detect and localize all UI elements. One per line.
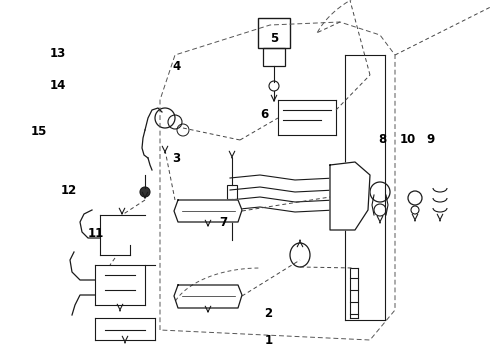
Text: 13: 13 bbox=[49, 47, 66, 60]
Bar bbox=[263, 48, 285, 66]
Text: 7: 7 bbox=[219, 216, 227, 229]
Circle shape bbox=[140, 187, 150, 197]
Text: 15: 15 bbox=[31, 125, 48, 138]
Text: 14: 14 bbox=[49, 79, 66, 92]
Text: 1: 1 bbox=[265, 334, 272, 347]
Text: 6: 6 bbox=[261, 108, 269, 121]
Text: 12: 12 bbox=[60, 184, 77, 197]
Polygon shape bbox=[330, 162, 370, 230]
Text: 2: 2 bbox=[265, 307, 272, 320]
Bar bbox=[258, 18, 290, 48]
Text: 8: 8 bbox=[378, 133, 386, 146]
Text: 11: 11 bbox=[87, 227, 104, 240]
Text: 10: 10 bbox=[399, 133, 416, 146]
Polygon shape bbox=[174, 200, 242, 222]
Text: 5: 5 bbox=[270, 32, 278, 45]
Text: 4: 4 bbox=[172, 60, 180, 73]
Text: 3: 3 bbox=[172, 152, 180, 165]
Bar bbox=[227, 185, 237, 199]
Text: 9: 9 bbox=[426, 133, 434, 146]
Polygon shape bbox=[174, 285, 242, 308]
